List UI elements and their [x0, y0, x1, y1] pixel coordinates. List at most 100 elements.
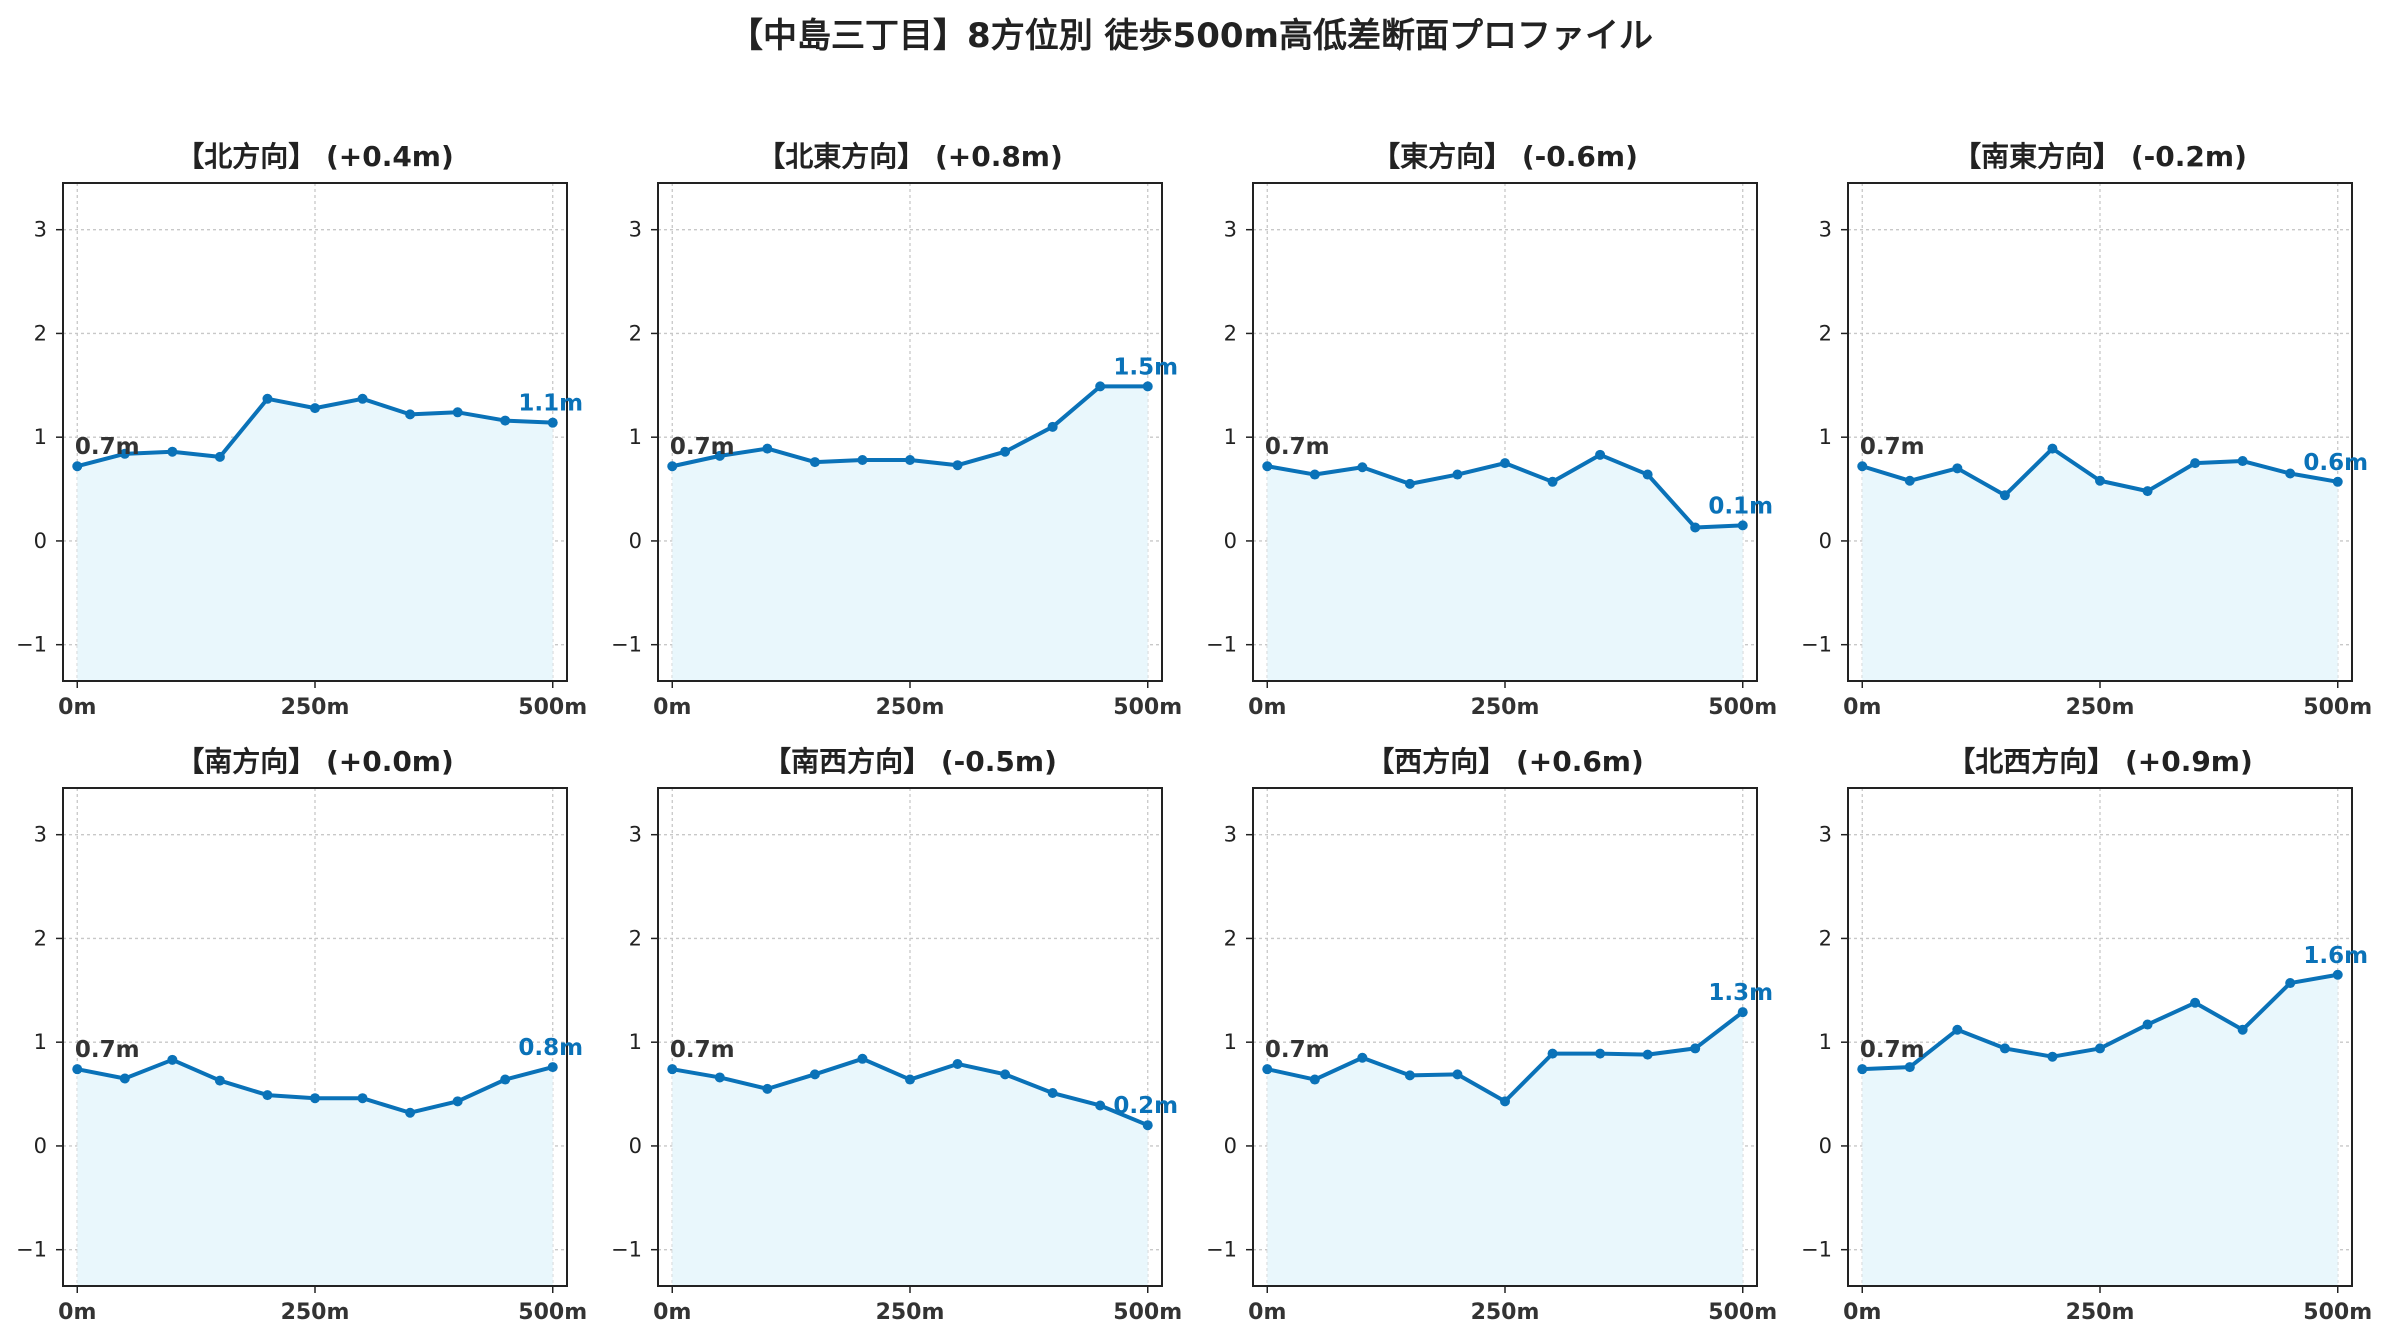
y-tick-label: −1 — [1206, 633, 1237, 657]
start-elevation-label: 0.7m — [1265, 1037, 1330, 1063]
elevation-point — [1690, 1043, 1701, 1054]
end-elevation-label: 1.6m — [2303, 943, 2368, 969]
y-tick-label: 2 — [1819, 926, 1832, 950]
subplot-title: 【東方向】 (-0.6m) — [1372, 140, 1638, 173]
elevation-point — [2047, 1051, 2058, 1062]
elevation-point — [762, 443, 773, 454]
elevation-point — [72, 1064, 83, 1075]
profile-chart-3: −1 0 1 2 3 0m 250m 500m 【南東方向】 (-0.2m) 0.7m 0.6m — [1801, 140, 2372, 720]
elevation-point — [214, 451, 225, 462]
profile-chart-7: −1 0 1 2 3 0m 250m 500m 【北西方向】 (+0.9m) 0.7m 1.6m — [1801, 745, 2372, 1325]
elevation-point — [1500, 1096, 1510, 1107]
elevation-point — [714, 1072, 725, 1083]
elevation-point — [1047, 1088, 1058, 1099]
elevation-point — [1309, 469, 1320, 480]
profile-chart-0: −1 0 1 2 3 0m 250m 500m 【北方向】 (+0.4m) 0.7m 1.1m — [16, 140, 587, 720]
elevation-point — [405, 409, 416, 420]
x-tick-label: 250m — [2066, 1300, 2135, 1325]
y-tick-label: 3 — [629, 823, 642, 847]
y-tick-label: 3 — [1224, 823, 1237, 847]
elevation-point — [2095, 1043, 2105, 1054]
y-tick-label: 1 — [629, 1030, 642, 1054]
end-elevation-label: 1.3m — [1708, 980, 1773, 1006]
y-tick-label: 0 — [1224, 1134, 1237, 1158]
elevation-point — [667, 461, 678, 472]
x-tick-label: 500m — [2303, 695, 2372, 720]
profile-chart-4: −1 0 1 2 3 0m 250m 500m 【南方向】 (+0.0m) 0.7m 0.8m — [16, 745, 587, 1325]
elevation-point — [809, 1069, 820, 1080]
y-tick-label: −1 — [16, 633, 47, 657]
elevation-point — [2332, 476, 2343, 487]
x-tick-label: 500m — [1708, 695, 1777, 720]
elevation-point — [167, 1054, 178, 1065]
x-tick-label: 250m — [876, 1300, 945, 1325]
elevation-point — [1595, 1048, 1606, 1059]
elevation-point — [667, 1064, 678, 1075]
y-tick-label: 3 — [34, 218, 47, 242]
elevation-point — [2332, 969, 2343, 980]
elevation-point — [500, 1074, 511, 1085]
end-elevation-label: 0.1m — [1708, 493, 1773, 519]
subplot-title: 【南西方向】 (-0.5m) — [763, 745, 1057, 778]
elevation-point — [1095, 381, 1106, 392]
x-tick-label: 0m — [58, 695, 96, 720]
start-elevation-label: 0.7m — [1265, 434, 1330, 460]
x-tick-label: 0m — [1843, 1300, 1881, 1325]
x-tick-label: 250m — [281, 695, 350, 720]
y-tick-label: 1 — [34, 425, 47, 449]
x-tick-label: 0m — [653, 695, 691, 720]
elevation-point — [1952, 463, 1963, 474]
elevation-point — [1404, 478, 1415, 489]
start-elevation-label: 0.7m — [670, 434, 735, 460]
y-tick-label: −1 — [1801, 1238, 1832, 1262]
profile-chart-6: −1 0 1 2 3 0m 250m 500m 【西方向】 (+0.6m) 0.7m 1.3m — [1206, 745, 1777, 1325]
x-tick-label: 500m — [518, 695, 587, 720]
y-tick-label: 2 — [1224, 926, 1237, 950]
elevation-point — [1404, 1070, 1415, 1081]
elevation-point — [1690, 522, 1701, 533]
y-tick-label: 3 — [629, 218, 642, 242]
y-tick-label: 0 — [34, 529, 47, 553]
elevation-point — [357, 393, 368, 404]
y-tick-label: −1 — [1206, 1238, 1237, 1262]
x-tick-label: 0m — [1248, 1300, 1286, 1325]
y-tick-label: 1 — [1819, 1030, 1832, 1054]
x-tick-label: 500m — [1113, 1300, 1182, 1325]
elevation-point — [262, 1090, 273, 1101]
elevation-area — [1267, 1012, 1743, 1286]
subplot-title: 【南東方向】 (-0.2m) — [1953, 140, 2247, 173]
y-tick-label: 0 — [1224, 529, 1237, 553]
elevation-point — [2285, 978, 2296, 989]
profile-chart-1: −1 0 1 2 3 0m 250m 500m 【北東方向】 (+0.8m) 0.7m 1.5m — [611, 140, 1182, 720]
elevation-point — [310, 1093, 320, 1104]
elevation-point — [1500, 458, 1510, 469]
elevation-point — [167, 446, 178, 457]
elevation-point — [857, 1053, 868, 1064]
elevation-point — [452, 407, 463, 418]
elevation-point — [952, 1058, 963, 1069]
x-tick-label: 250m — [876, 695, 945, 720]
elevation-point — [1952, 1024, 1963, 1035]
elevation-point — [119, 448, 130, 459]
elevation-point — [1452, 1069, 1463, 1080]
y-tick-label: 2 — [34, 926, 47, 950]
elevation-point — [214, 1075, 225, 1086]
start-elevation-label: 0.7m — [75, 434, 140, 460]
y-tick-label: 3 — [34, 823, 47, 847]
elevation-point — [1737, 520, 1748, 531]
elevation-point — [262, 393, 273, 404]
elevation-point — [405, 1107, 416, 1118]
elevation-point — [2142, 1019, 2153, 1030]
y-tick-label: 3 — [1819, 823, 1832, 847]
elevation-point — [1142, 1120, 1153, 1131]
elevation-point — [905, 455, 915, 466]
y-tick-label: 0 — [34, 1134, 47, 1158]
elevation-point — [2237, 1024, 2248, 1035]
profile-chart-2: −1 0 1 2 3 0m 250m 500m 【東方向】 (-0.6m) 0.7m 0.1m — [1206, 140, 1777, 720]
x-tick-label: 0m — [1248, 695, 1286, 720]
end-elevation-label: 0.6m — [2303, 450, 2368, 476]
end-elevation-label: 0.8m — [518, 1035, 583, 1061]
x-tick-label: 500m — [1113, 695, 1182, 720]
y-tick-label: 1 — [1819, 425, 1832, 449]
elevation-point — [547, 417, 558, 428]
